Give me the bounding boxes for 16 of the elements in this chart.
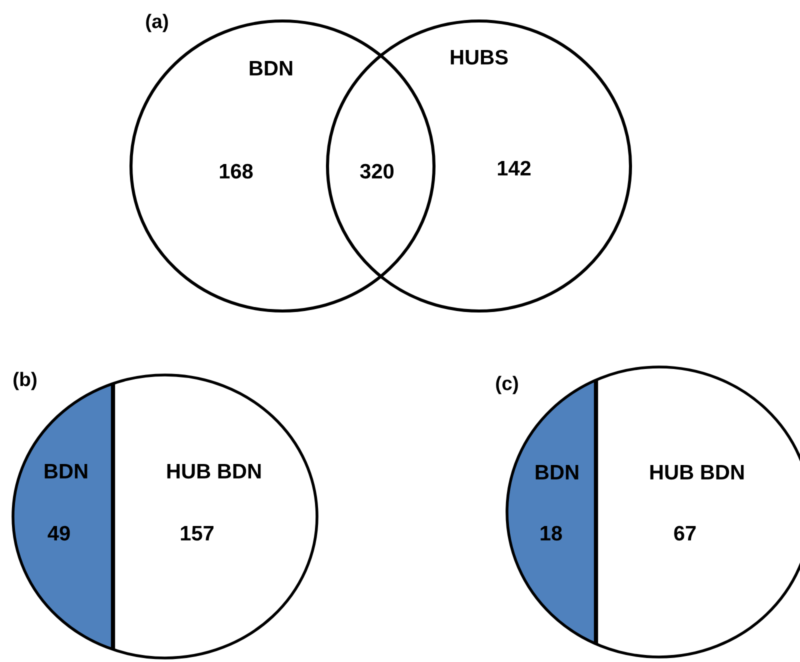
data-label: 18 xyxy=(540,526,562,541)
text: (a) xyxy=(146,14,168,32)
category-label: BDN xyxy=(536,465,578,480)
data-label: 157 xyxy=(180,526,214,541)
category-label: HUBS xyxy=(450,50,508,65)
data-label: 49 xyxy=(48,526,70,541)
data-label: 67 xyxy=(674,526,696,541)
category-label: BDN xyxy=(44,464,88,478)
text: (b) xyxy=(14,372,36,390)
category-label: BDN xyxy=(250,61,292,76)
data-label: 142 xyxy=(498,160,531,176)
category-label: HUB BDN xyxy=(167,464,261,479)
data-label: 320 xyxy=(360,164,394,179)
text: (c) xyxy=(496,376,518,394)
data-label: 168 xyxy=(220,164,253,179)
category-label: HUB BDN xyxy=(650,465,744,480)
